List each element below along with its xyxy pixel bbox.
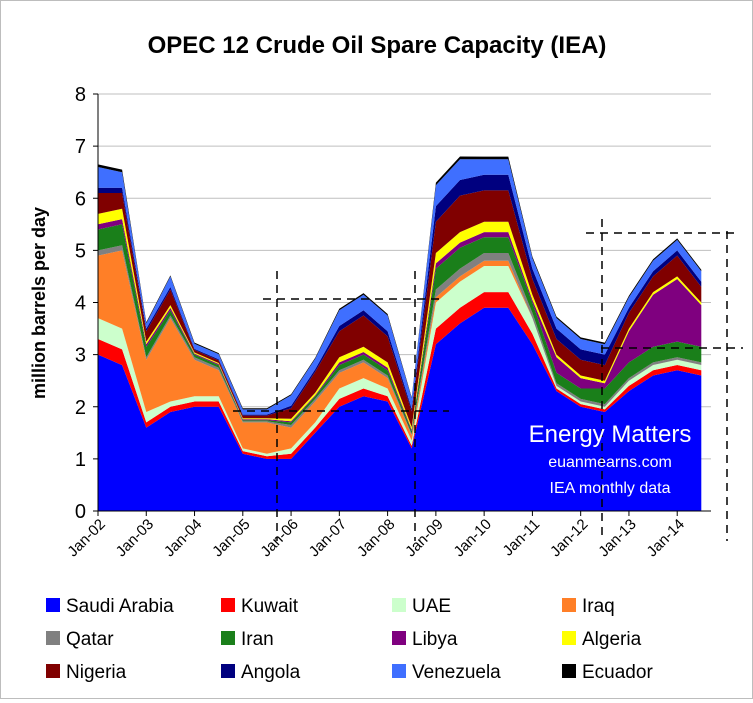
- legend-swatch: [562, 664, 576, 678]
- area-uae: [98, 266, 702, 457]
- x-tick-label: Jan-09: [402, 516, 446, 560]
- legend-label: Iran: [241, 629, 274, 650]
- y-axis-label: million barrels per day: [29, 207, 49, 399]
- y-tick-label: 0: [75, 501, 86, 523]
- legend: Saudi Arabia Kuwait UAE Iraq Qatar Iran Libya A…: [46, 596, 653, 683]
- legend-swatch: [46, 664, 60, 678]
- legend-label: Ecuador: [582, 662, 653, 683]
- legend-swatch: [562, 598, 576, 612]
- legend-swatch: [221, 631, 235, 645]
- legend-label: Nigeria: [66, 662, 127, 683]
- reference-lines: [233, 219, 743, 541]
- legend-label: Iraq: [582, 596, 615, 617]
- x-tick-label: Jan-10: [451, 516, 495, 560]
- x-tick-labels: Jan-02 Jan-03 Jan-04 Jan-05 Jan-06 Jan-07 Jan-…: [64, 511, 688, 560]
- legend-label: Qatar: [66, 629, 114, 650]
- x-tick-label: Jan-13: [595, 516, 639, 560]
- area-iraq: [98, 250, 702, 454]
- area-saudi-arabia: [98, 307, 702, 511]
- legend-swatch: [392, 631, 406, 645]
- legend-swatch: [562, 631, 576, 645]
- legend-label: Venezuela: [412, 662, 501, 683]
- area-nigeria: [98, 190, 702, 428]
- legend-swatch: [392, 598, 406, 612]
- annotation-brand: Energy Matters: [529, 421, 692, 448]
- y-tick-label: 5: [75, 240, 86, 262]
- stacked-areas: [98, 156, 702, 511]
- x-tick-label: Jan-12: [547, 516, 591, 560]
- x-tick-label: Jan-02: [64, 516, 108, 560]
- y-tick-label: 8: [75, 84, 86, 106]
- y-tick-labels: 0 1 2 3 4 5 6 7 8: [75, 84, 98, 523]
- x-tick-label: Jan-08: [354, 516, 398, 560]
- x-tick-label: Jan-14: [644, 516, 688, 560]
- y-tick-label: 3: [75, 345, 86, 367]
- legend-label: Angola: [241, 662, 301, 683]
- y-tick-label: 4: [75, 293, 86, 315]
- legend-swatch: [392, 664, 406, 678]
- annotation-site: euanmearns.com: [548, 454, 672, 471]
- x-tick-label: Jan-06: [257, 516, 301, 560]
- y-tick-label: 2: [75, 397, 86, 419]
- y-tick-label: 6: [75, 188, 86, 210]
- chart-title: OPEC 12 Crude Oil Spare Capacity (IEA): [148, 32, 607, 59]
- legend-label: UAE: [412, 596, 451, 617]
- legend-swatch: [46, 598, 60, 612]
- legend-swatch: [221, 598, 235, 612]
- legend-label: Kuwait: [241, 596, 299, 617]
- legend-label: Saudi Arabia: [66, 596, 174, 617]
- x-tick-label: Jan-11: [500, 516, 544, 560]
- y-tick-label: 7: [75, 136, 86, 158]
- area-venezuela: [98, 159, 702, 415]
- x-tick-label: Jan-04: [161, 516, 205, 560]
- x-tick-label: Jan-03: [113, 516, 157, 560]
- x-tick-label: Jan-05: [209, 516, 253, 560]
- legend-swatch: [46, 631, 60, 645]
- legend-label: Algeria: [582, 629, 642, 650]
- x-tick-label: Jan-07: [306, 516, 350, 560]
- legend-label: Libya: [412, 629, 458, 650]
- y-tick-label: 1: [75, 449, 86, 471]
- legend-swatch: [221, 664, 235, 678]
- annotation-source: IEA monthly data: [550, 480, 671, 497]
